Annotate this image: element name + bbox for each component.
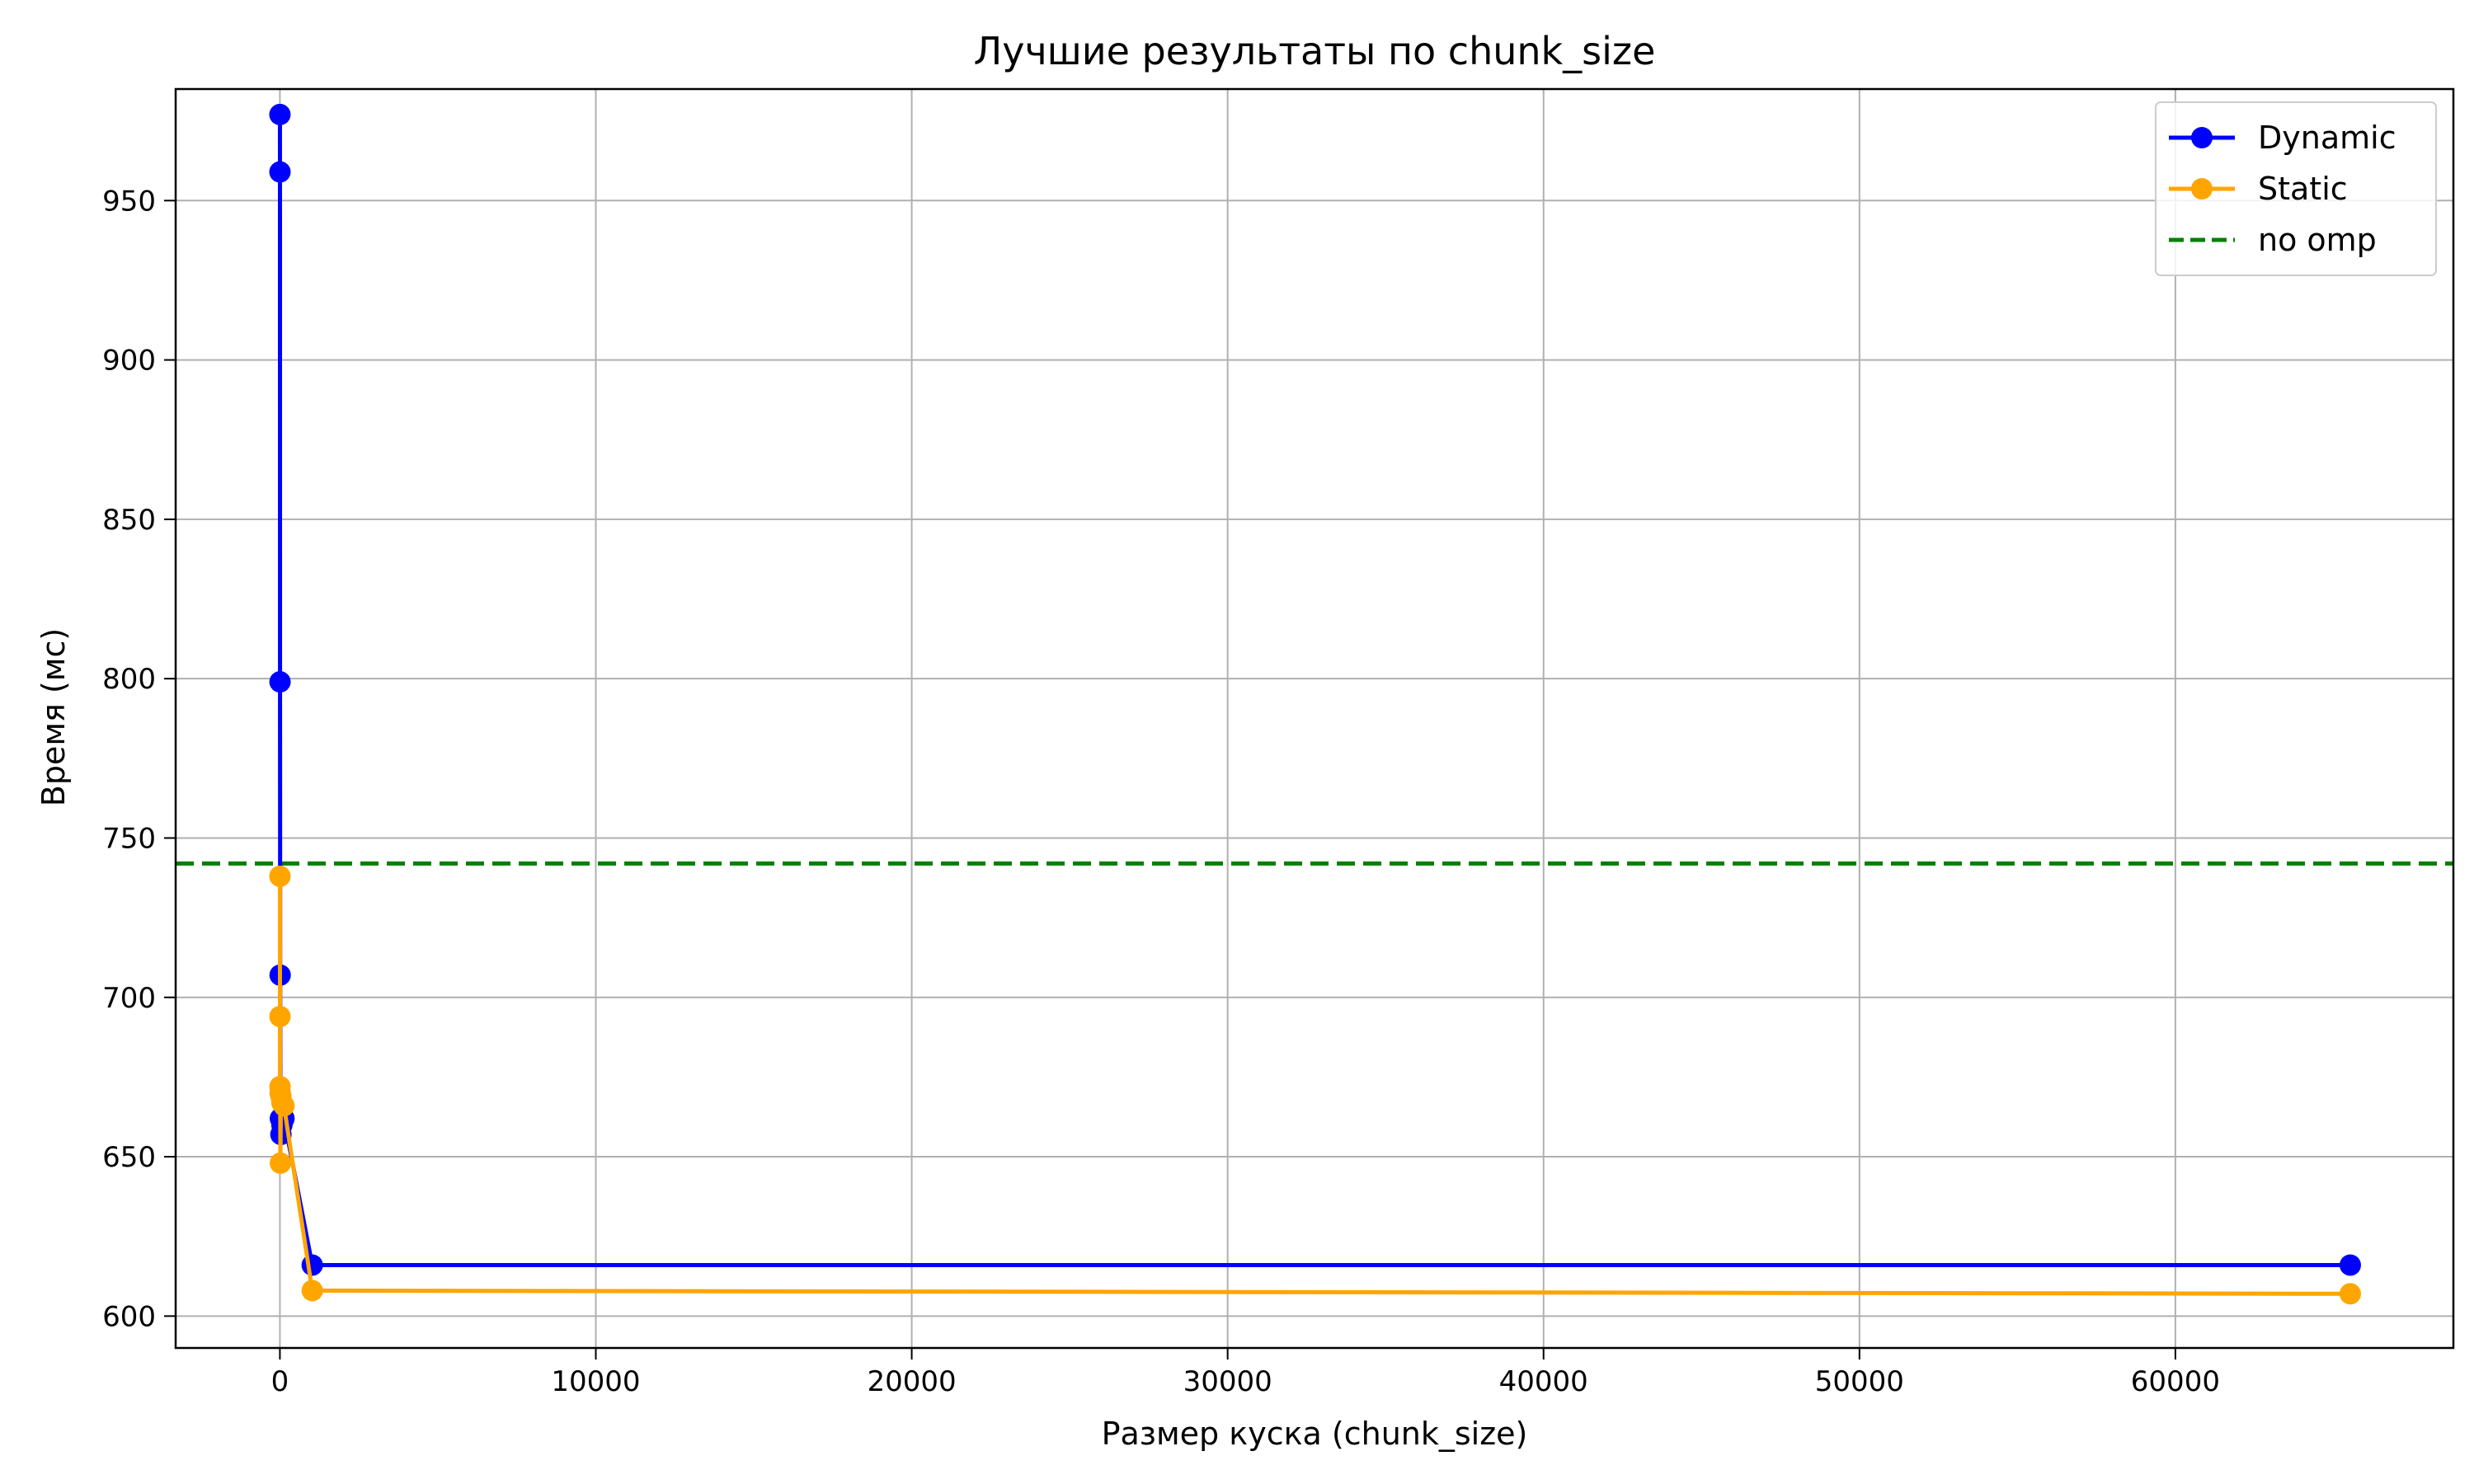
legend-item-no-omp: no omp	[2169, 222, 2377, 258]
data-point-static	[269, 1005, 291, 1027]
data-point-dynamic	[269, 161, 291, 183]
x-tick-label: 10000	[551, 1365, 640, 1398]
legend-item-dynamic: Dynamic	[2169, 120, 2396, 156]
y-tick-label: 800	[102, 663, 156, 696]
data-point-static	[273, 1095, 295, 1117]
data-point-static	[269, 865, 291, 887]
chart-title: Лучшие результаты по chunk_size	[974, 29, 1656, 73]
data-point-static	[301, 1280, 323, 1302]
legend-swatch-marker	[2191, 178, 2213, 200]
legend-label: Dynamic	[2258, 120, 2396, 156]
data-point-dynamic	[269, 103, 291, 125]
legend-items: Dynamic Static no omp	[2169, 120, 2396, 258]
plot-area	[174, 87, 2455, 1350]
data-point-dynamic	[301, 1254, 323, 1276]
legend-item-static: Static	[2169, 171, 2348, 207]
y-tick-label: 750	[102, 822, 156, 855]
x-axis: 0 10000 20000 30000 40000 50000 60000	[271, 1348, 2220, 1398]
y-axis: 600 650 700 750 800 850 900 950	[102, 185, 176, 1333]
y-tick-label: 900	[102, 345, 156, 378]
y-tick-label: 600	[102, 1300, 156, 1333]
y-tick-label: 650	[102, 1141, 156, 1174]
data-point-dynamic	[2339, 1254, 2361, 1276]
legend-label: no omp	[2258, 222, 2377, 258]
legend-label: Static	[2258, 171, 2348, 207]
series-static	[269, 865, 2361, 1305]
grid	[176, 89, 2453, 1348]
legend-box	[2155, 101, 2437, 276]
data-point-static	[270, 1152, 292, 1174]
series-line-static	[277, 876, 2350, 1296]
y-tick-label: 700	[102, 982, 156, 1015]
series-layer	[269, 103, 2361, 1305]
y-tick-label: 850	[102, 504, 156, 537]
data-point-static	[2339, 1283, 2361, 1305]
legend-swatch-marker	[2191, 127, 2213, 148]
x-axis-label: Размер куска (chunk_size)	[1102, 1416, 1528, 1452]
x-tick-label: 0	[271, 1365, 289, 1398]
x-tick-label: 60000	[2131, 1365, 2220, 1398]
data-point-dynamic	[269, 671, 291, 693]
y-axis-label: Время (мс)	[35, 628, 72, 806]
x-tick-label: 40000	[1499, 1365, 1588, 1398]
y-tick-label: 950	[102, 185, 156, 218]
x-tick-label: 30000	[1183, 1365, 1272, 1398]
legend: Dynamic Static no omp	[2155, 101, 2437, 276]
x-tick-label: 20000	[867, 1365, 956, 1398]
x-tick-label: 50000	[1815, 1365, 1904, 1398]
plot-frame	[174, 87, 2455, 1350]
